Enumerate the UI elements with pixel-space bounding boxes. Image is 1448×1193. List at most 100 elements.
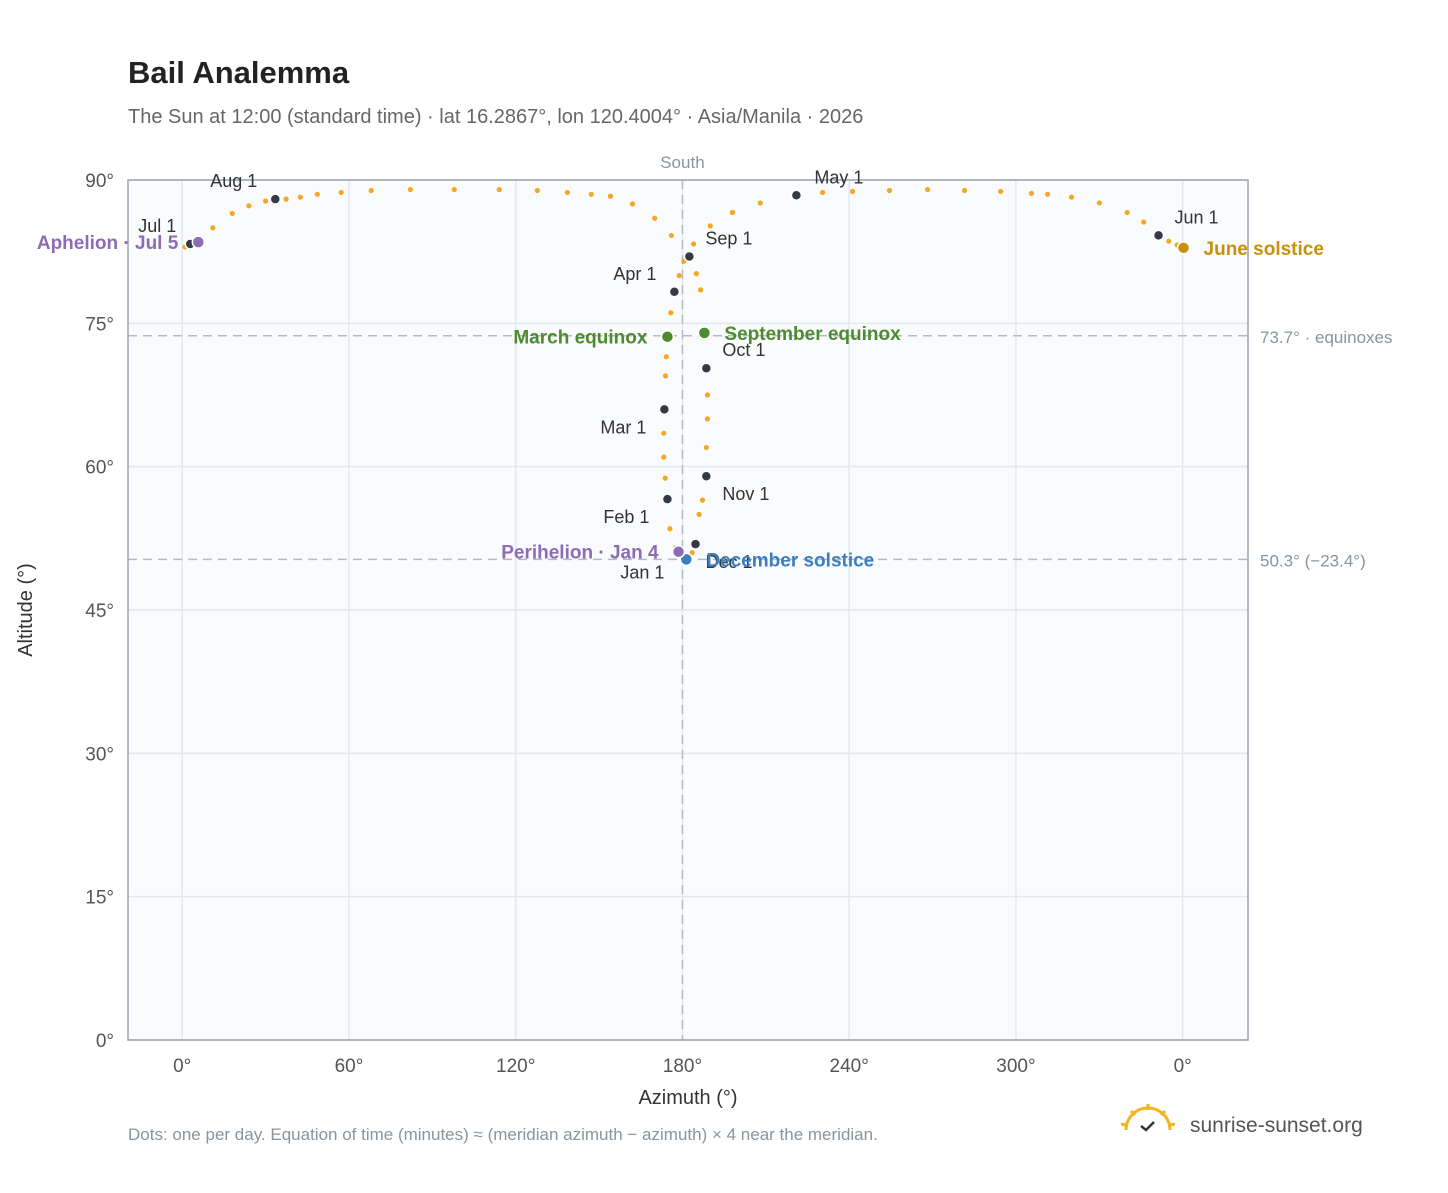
event-dot <box>671 544 686 559</box>
month-label: Mar 1 <box>600 417 646 437</box>
day-dot <box>1124 209 1130 216</box>
day-dot <box>696 511 702 518</box>
y-tick-label: 30° <box>85 744 114 765</box>
x-axis-label: Azimuth (°) <box>638 1087 737 1109</box>
event-label: Perihelion · Jan 4 <box>501 543 659 564</box>
event-label: March equinox <box>513 328 648 349</box>
day-dot <box>849 188 856 195</box>
month-label: Dec 1 <box>706 552 753 572</box>
event-dot <box>660 329 675 344</box>
day-dot <box>661 454 667 460</box>
footnote: Dots: one per day. Equation of time (min… <box>128 1125 878 1144</box>
day-dot <box>693 271 699 277</box>
x-tick-label: 180° <box>663 1056 702 1077</box>
event-dot <box>1176 241 1191 255</box>
day-dot <box>314 191 320 197</box>
day-dot <box>703 444 709 451</box>
month-dot <box>668 286 681 298</box>
month-dot <box>269 193 282 205</box>
y-tick-label: 15° <box>85 888 114 909</box>
y-tick-label: 90° <box>85 171 114 192</box>
y-tick-label: 75° <box>85 314 114 335</box>
event-label: September equinox <box>724 324 901 345</box>
month-label: Apr 1 <box>613 264 656 284</box>
day-dot <box>652 215 658 221</box>
day-dot <box>496 186 502 193</box>
chart-subtitle: The Sun at 12:00 (standard time) · lat 1… <box>128 106 863 128</box>
day-dot <box>368 187 374 194</box>
day-dot <box>704 392 711 398</box>
day-dot <box>1068 194 1075 200</box>
day-dot <box>697 287 704 293</box>
day-dot <box>998 188 1004 195</box>
month-label: Feb 1 <box>603 507 649 527</box>
month-label: Aug 1 <box>210 171 257 191</box>
day-dot <box>668 232 674 239</box>
day-dot <box>689 550 695 556</box>
day-dot <box>246 203 252 209</box>
day-dot <box>662 373 669 379</box>
day-dot <box>1028 190 1035 196</box>
day-dot <box>588 191 594 197</box>
day-dot <box>668 310 674 316</box>
month-dot <box>661 493 674 505</box>
event-label: June solstice <box>1204 239 1324 260</box>
day-dot <box>662 475 668 481</box>
day-dot <box>1141 219 1147 225</box>
day-dot <box>338 189 344 196</box>
day-dot <box>262 198 269 204</box>
x-tick-label: 60° <box>335 1056 364 1077</box>
day-dot <box>690 241 697 247</box>
month-dot <box>700 470 713 482</box>
event-label: Aphelion · Jul 5 <box>37 233 179 254</box>
day-dot <box>229 210 235 217</box>
day-dot <box>667 526 673 532</box>
day-dot <box>707 223 713 229</box>
day-dot <box>534 187 540 194</box>
day-dot <box>407 186 413 193</box>
month-dot <box>689 538 702 550</box>
day-dot <box>729 209 736 216</box>
reference-label: 73.7° · equinoxes <box>1260 328 1393 347</box>
month-label: Jan 1 <box>620 562 664 582</box>
month-label: May 1 <box>814 167 863 187</box>
month-dot <box>790 189 803 202</box>
reference-label: South <box>660 153 704 172</box>
x-tick-label: 240° <box>830 1056 869 1077</box>
day-dot <box>961 187 968 194</box>
month-label: Jun 1 <box>1175 207 1219 227</box>
day-dot <box>210 225 216 231</box>
day-dot <box>924 186 931 193</box>
event-dot <box>697 326 712 340</box>
day-dot <box>629 201 636 207</box>
day-dot <box>1045 191 1051 197</box>
day-dot <box>757 200 763 206</box>
month-dot <box>683 250 696 263</box>
day-dot <box>676 272 682 279</box>
month-label: Jul 1 <box>138 216 176 236</box>
month-dot <box>1152 229 1165 242</box>
day-dot <box>704 416 711 422</box>
month-label: Nov 1 <box>722 484 769 504</box>
day-dot <box>564 189 570 196</box>
day-dot <box>661 430 667 436</box>
month-dot <box>658 403 671 416</box>
month-label: Oct 1 <box>722 340 765 360</box>
x-tick-label: 300° <box>996 1056 1035 1077</box>
day-dot <box>663 354 669 360</box>
day-dot <box>1096 200 1102 206</box>
y-tick-label: 0° <box>96 1031 114 1052</box>
y-tick-label: 60° <box>85 458 114 479</box>
y-axis-label: Altitude (°) <box>15 563 37 657</box>
day-dot <box>297 194 303 200</box>
day-dot <box>886 187 893 194</box>
x-tick-label: 120° <box>496 1056 535 1077</box>
event-label: December solstice <box>706 550 874 571</box>
x-tick-label: 0° <box>173 1056 191 1077</box>
reference-label: 50.3° (−23.4°) <box>1260 551 1366 570</box>
chart-title: Bail Analemma <box>128 55 350 90</box>
day-dot <box>607 193 614 199</box>
day-dot <box>283 196 289 202</box>
day-dot <box>819 189 826 196</box>
